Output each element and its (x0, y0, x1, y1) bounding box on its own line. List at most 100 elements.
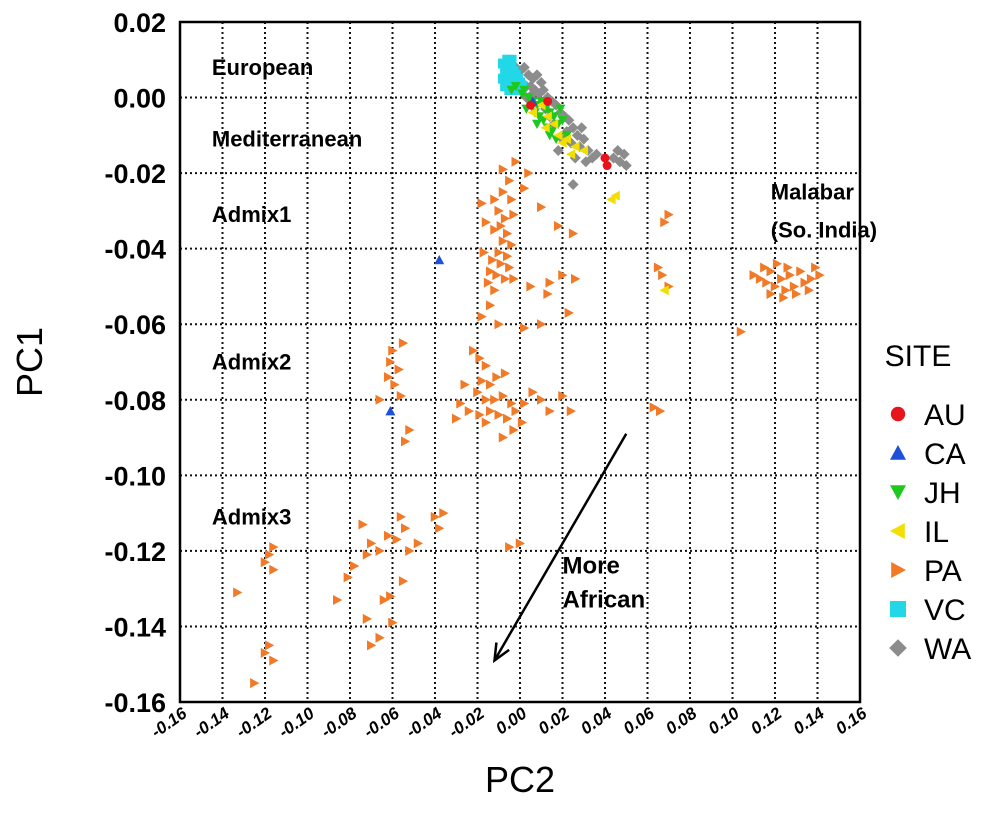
point-pa (755, 273, 766, 284)
annotation-text: African (563, 587, 646, 614)
point-pa (265, 640, 275, 651)
point-pa (545, 277, 555, 288)
point-pa (486, 379, 496, 390)
point-pa (772, 258, 783, 269)
point-il (536, 100, 546, 111)
point-pa (520, 323, 530, 333)
point-pa (390, 379, 400, 390)
legend-title: SITE (885, 340, 952, 373)
point-pa (367, 640, 377, 651)
point-pa (543, 289, 553, 299)
point-il (578, 145, 588, 156)
point-pa (413, 538, 423, 549)
point-wa (537, 84, 549, 96)
y-tick-label: -0.14 (104, 612, 166, 642)
legend-label-wa: WA (924, 633, 971, 666)
point-pa (507, 194, 517, 205)
point-pa (770, 281, 780, 292)
point-pa (537, 319, 547, 330)
y-tick-label: -0.06 (104, 310, 166, 340)
x-tick-label: 0.04 (577, 703, 615, 738)
point-pa (486, 300, 496, 311)
legend-marker-au (890, 406, 906, 422)
point-wa (567, 178, 579, 190)
legend-marker-vc (890, 601, 906, 617)
x-tick-label: -0.08 (318, 703, 361, 741)
point-pa (405, 545, 415, 556)
legend-marker-wa (889, 639, 907, 657)
point-pa (498, 187, 508, 197)
point-pa (401, 523, 411, 534)
region-label: Admix3 (212, 504, 291, 529)
point-pa (653, 262, 664, 273)
point-pa (649, 402, 659, 413)
point-pa (477, 375, 487, 386)
point-pa (475, 409, 485, 420)
point-pa (430, 511, 440, 522)
point-pa (660, 217, 670, 228)
point-pa (477, 311, 487, 322)
point-pa (815, 270, 825, 281)
point-pa (375, 632, 385, 643)
point-wa (518, 61, 530, 73)
point-pa (375, 545, 385, 556)
point-il (659, 285, 669, 296)
point-pa (343, 572, 353, 583)
point-pa (766, 266, 776, 277)
point-pa (500, 273, 511, 284)
point-pa (477, 198, 487, 209)
x-tick-label: 0.14 (790, 703, 828, 738)
x-tick-label: 0.00 (492, 703, 530, 738)
point-wa (591, 148, 602, 160)
series-pa (233, 156, 825, 689)
point-jh (519, 85, 530, 95)
legend-marker-il (890, 523, 905, 539)
x-tick-label: 0.02 (535, 703, 573, 738)
x-tick-label: -0.12 (233, 703, 276, 741)
annotation-arrow-head (492, 642, 510, 664)
point-pa (498, 432, 508, 443)
point-pa (398, 576, 409, 587)
point-au (600, 153, 610, 163)
point-pa (398, 338, 409, 349)
point-pa (379, 595, 389, 605)
point-pa (564, 307, 574, 318)
point-pa (269, 542, 279, 553)
point-pa (488, 255, 498, 265)
point-pa (460, 379, 470, 390)
point-pa (498, 164, 508, 175)
point-il (610, 190, 620, 201)
point-au (602, 161, 612, 171)
point-il (549, 119, 559, 129)
point-pa (494, 319, 504, 330)
point-pa (783, 262, 793, 273)
point-pa (388, 345, 398, 356)
point-pa (396, 391, 406, 401)
point-pa (749, 270, 759, 281)
x-axis-title: PC2 (485, 759, 555, 800)
point-pa (396, 511, 406, 522)
point-pa (496, 258, 506, 269)
point-ca (434, 255, 445, 265)
y-tick-label: -0.10 (104, 461, 166, 491)
point-il (527, 107, 537, 118)
point-pa (566, 406, 576, 417)
point-pa (537, 202, 547, 213)
point-pa (571, 273, 581, 284)
x-tick-label: 0.08 (662, 703, 700, 738)
point-pa (766, 289, 776, 299)
point-pa (503, 413, 513, 424)
point-jh (555, 104, 566, 114)
point-pa (658, 270, 668, 281)
point-pa (503, 228, 513, 239)
point-il (542, 111, 552, 122)
point-pa (517, 417, 528, 428)
point-pa (483, 277, 494, 288)
point-pa (507, 239, 517, 250)
region-labels: European Mediterranean Admix1 Admix2 Admix3 M… (212, 55, 877, 530)
point-pa (260, 557, 270, 568)
point-pa (490, 194, 500, 205)
point-pa (760, 262, 770, 273)
point-pa (558, 270, 568, 281)
series-il (527, 100, 669, 296)
